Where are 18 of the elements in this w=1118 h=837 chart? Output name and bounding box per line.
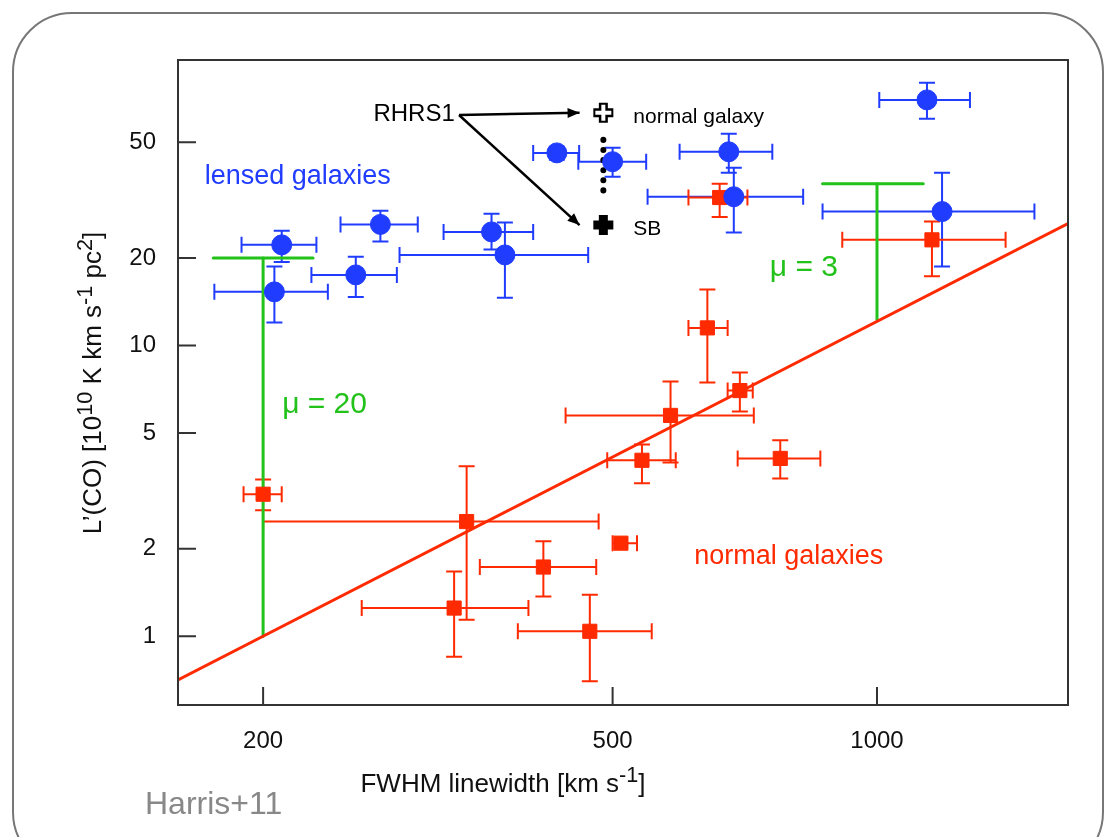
x-tick-label: 500 [592, 726, 633, 754]
annotation: μ = 3 [769, 248, 839, 282]
series-label: normal galaxy [633, 103, 765, 127]
x-tick-label: 1000 [850, 726, 904, 754]
series-label: SB [633, 215, 662, 239]
y-tick-label: 20 [129, 242, 156, 270]
text: Harris+11 [145, 785, 283, 822]
x-tick-label: 200 [243, 726, 284, 754]
annotation: RHRS1 [373, 99, 455, 127]
y-tick-label: 1 [142, 620, 156, 648]
annotation: μ = 20 [282, 386, 367, 420]
y-tick-label: 5 [142, 417, 156, 445]
y-tick-label: 50 [129, 126, 156, 154]
x-axis-title: FWHM linewidth [km s$^{-1}$] [360, 762, 646, 798]
series-label: lensed galaxies [204, 159, 391, 190]
y-tick-label: 2 [142, 533, 156, 561]
text: normal galaxies [694, 540, 884, 571]
y-tick-label: 10 [129, 330, 156, 358]
